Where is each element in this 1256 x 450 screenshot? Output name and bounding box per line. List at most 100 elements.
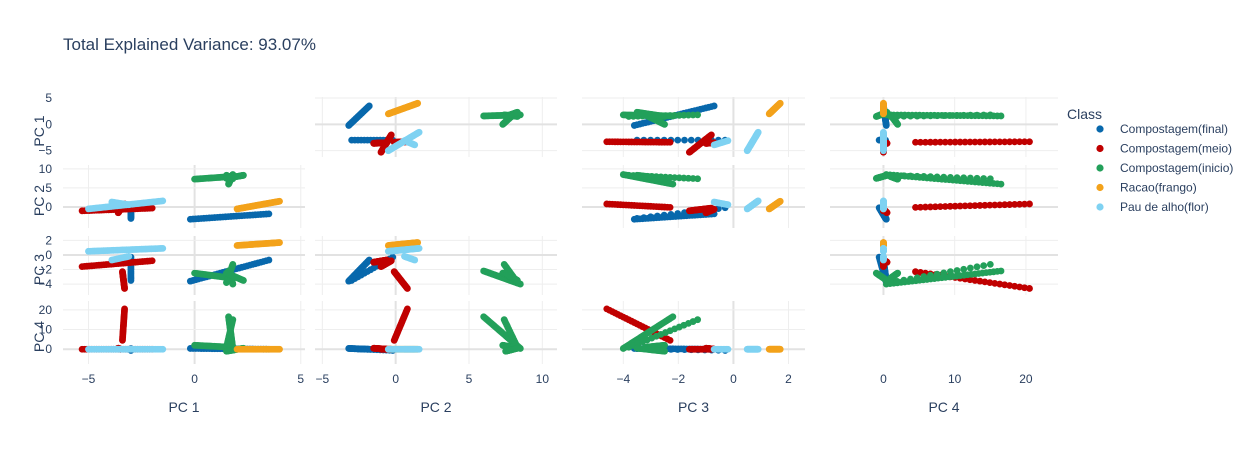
data-point — [240, 277, 247, 284]
y-tick-label: 20 — [39, 303, 53, 317]
data-point — [724, 201, 732, 209]
data-point — [415, 244, 423, 252]
data-point — [883, 171, 891, 179]
data-point — [922, 203, 929, 211]
data-point — [880, 239, 887, 246]
data-point — [907, 112, 914, 120]
data-point — [1006, 201, 1014, 208]
data-point — [986, 175, 994, 183]
data-point — [404, 305, 411, 313]
legend-item[interactable]: Pau de alho(flor) — [1096, 200, 1209, 214]
data-point — [687, 136, 695, 144]
data-point — [127, 277, 135, 284]
data-point — [880, 137, 887, 145]
legend-item[interactable]: Compostagem(inicio) — [1096, 161, 1233, 175]
y-tick-label: 0 — [45, 117, 52, 131]
data-point — [633, 171, 641, 179]
data-point — [951, 202, 959, 210]
data-point — [694, 175, 702, 183]
data-point — [966, 174, 974, 182]
data-point — [710, 102, 718, 110]
data-point — [754, 128, 762, 136]
y-tick-label: 5 — [45, 91, 52, 105]
data-point — [926, 138, 934, 146]
data-point — [976, 202, 984, 209]
data-point — [953, 267, 961, 274]
data-point — [500, 261, 508, 268]
data-point — [953, 174, 961, 182]
data-point — [960, 111, 968, 119]
data-point — [880, 244, 887, 252]
data-point — [913, 172, 921, 180]
x-tick-label: 5 — [297, 372, 304, 386]
column-axis-title: PC 2 — [420, 399, 451, 415]
data-point — [776, 345, 784, 353]
data-point — [973, 263, 981, 271]
data-point — [754, 345, 762, 353]
data-point — [960, 174, 968, 182]
legend-label: Compostagem(final) — [1120, 122, 1228, 136]
data-point — [401, 137, 408, 145]
data-point — [933, 112, 941, 120]
data-point — [973, 111, 981, 119]
legend-item[interactable]: Racao(frango) — [1096, 181, 1197, 195]
data-point — [415, 128, 423, 136]
data-point — [927, 112, 934, 120]
data-point — [956, 138, 964, 146]
x-tick-label: 5 — [466, 372, 473, 386]
data-point — [265, 256, 273, 264]
data-point — [674, 136, 682, 144]
data-point — [986, 111, 994, 119]
y-tick-label: −5 — [38, 144, 52, 158]
data-point — [956, 202, 964, 210]
data-point — [907, 172, 914, 180]
y-tick-label: 2 — [45, 233, 52, 247]
data-point — [1011, 138, 1019, 146]
data-point — [900, 112, 908, 120]
data-point — [953, 112, 961, 119]
data-point — [127, 215, 135, 222]
legend-marker — [1096, 164, 1104, 172]
data-point — [996, 138, 1004, 146]
data-point — [991, 138, 999, 146]
data-point — [121, 305, 128, 313]
data-point — [920, 173, 928, 180]
legend-item[interactable]: Compostagem(meio) — [1096, 142, 1232, 156]
data-point — [960, 265, 968, 273]
data-point — [603, 138, 611, 146]
y-tick-label: −4 — [38, 277, 52, 291]
data-point — [947, 173, 954, 181]
data-point — [265, 210, 273, 218]
x-tick-label: −5 — [315, 372, 329, 386]
data-point — [883, 277, 891, 284]
data-point — [912, 203, 919, 211]
data-point — [880, 128, 887, 136]
data-point — [947, 268, 954, 276]
data-point — [926, 203, 934, 211]
data-point — [980, 175, 988, 182]
data-point — [927, 173, 934, 181]
legend-item[interactable]: Compostagem(final) — [1096, 122, 1228, 136]
data-point — [966, 111, 974, 119]
data-point — [724, 345, 732, 353]
legend-items: Compostagem(final) Compostagem(meio) Compo… — [1096, 122, 1233, 214]
data-point — [414, 239, 422, 246]
data-point — [603, 305, 611, 313]
data-point — [348, 136, 356, 144]
data-point — [500, 316, 508, 324]
data-point — [941, 138, 949, 146]
data-point — [946, 138, 954, 146]
legend-label: Compostagem(inicio) — [1120, 161, 1233, 175]
row-axis-title: PC 4 — [31, 321, 47, 352]
data-point — [913, 112, 921, 120]
series-compostagem-meio- — [78, 131, 1033, 353]
data-point — [159, 244, 167, 252]
x-tick-label: 10 — [536, 372, 550, 386]
data-point — [514, 277, 521, 284]
data-point — [900, 276, 908, 284]
data-point — [276, 197, 283, 205]
data-point — [917, 138, 924, 146]
row-axis-title: PC 1 — [31, 115, 47, 146]
data-point — [973, 174, 981, 182]
